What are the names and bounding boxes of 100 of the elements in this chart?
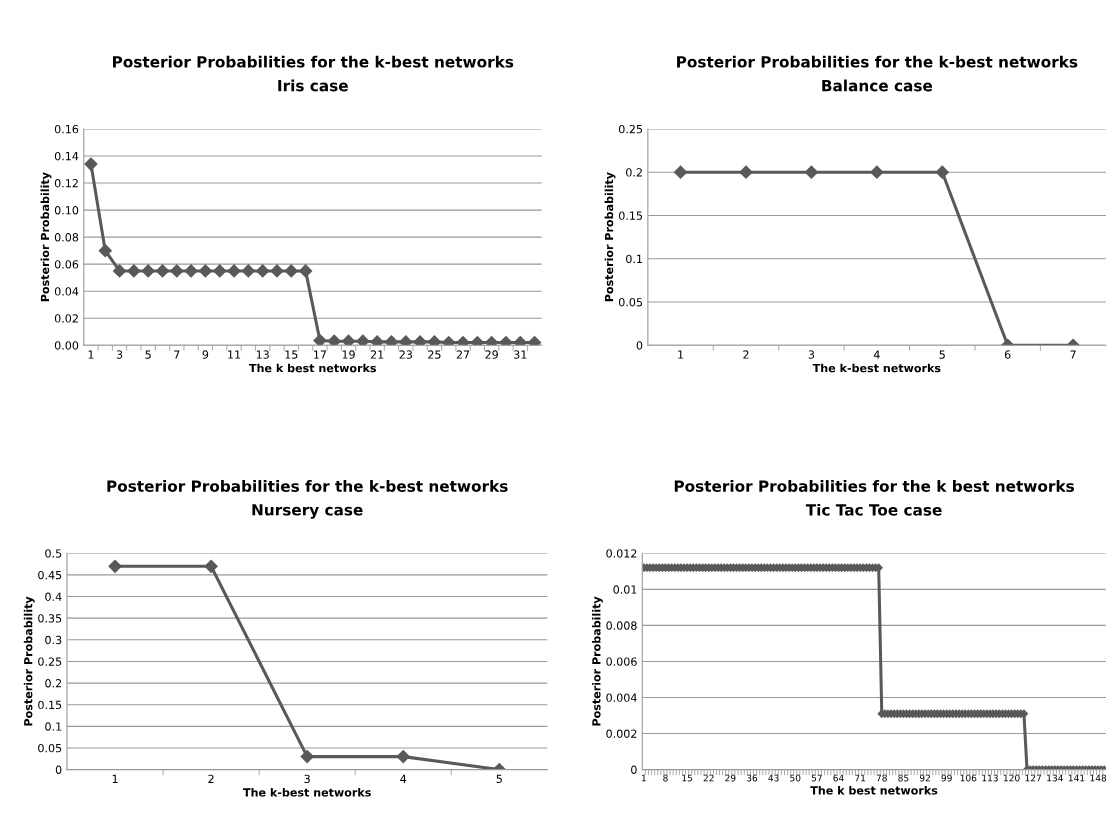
point [112,264,127,278]
y-tick-label: 0.12 [54,179,78,188]
point [499,335,513,346]
chart-subtitle: Iris case [278,79,348,92]
y-axis-title: Posterior Probability [604,172,616,302]
y-tick-label: 0.15 [618,211,643,220]
x-tick-label: 78 [876,774,887,782]
chart-subtitle: Tic Tac Toe case [805,503,942,516]
point [170,264,184,278]
x-tick-label: 1 [678,350,684,359]
x-tick-label: 6 [1004,350,1011,359]
x-tick-label: 1 [88,350,94,359]
y-tick-label: 0.006 [606,657,637,666]
point [327,334,341,346]
x-tick-label: 29 [725,774,736,782]
x-tick-label: 8 [663,774,668,782]
x-tick-label: 9 [202,350,209,359]
point [98,244,112,258]
point [399,335,413,346]
x-tick-label: 23 [399,350,412,359]
y-tick-label: 0.04 [54,287,79,296]
chart-subtitle: Balance case [822,79,933,92]
x-tick-label: 127 [1025,774,1042,782]
y-tick-label: 0.002 [606,729,637,738]
x-tick-label: 27 [456,350,470,359]
chart-title: Posterior Probabilities for the k best networks [674,480,1074,492]
chart-title: Posterior Probabilities for the k-best networks [107,480,508,492]
point [284,264,298,278]
y-tick-label: 0.15 [38,700,62,710]
x-tick-label: 2 [208,774,214,783]
y-tick-label: 0.14 [54,151,79,161]
y-tick-label: 0.35 [38,614,62,623]
x-tick-label: 15 [682,774,693,782]
x-tick-label: 5 [145,350,151,359]
x-tick-label: 1 [112,774,118,783]
y-tick-label: 0.45 [38,570,62,580]
y-tick-label: 0.05 [618,297,643,307]
x-tick-label: 50 [790,774,801,782]
chart-title: Posterior Probabilities for the k-best networks [677,55,1078,68]
x-tick-label: 19 [342,350,355,359]
point [256,264,270,278]
y-tick-label: 0.05 [38,743,62,753]
y-tick-label: 0.1 [45,722,62,731]
point [513,335,527,346]
x-tick-label: 57 [811,774,822,782]
y-tick-label: 0 [636,341,643,350]
x-tick-label: 5 [939,350,945,359]
x-tick-label: 106 [960,774,977,782]
point [356,334,370,346]
y-tick-label: 0.01 [613,585,637,594]
x-axis-title: The k-best networks [243,787,371,797]
y-tick-label: 0.5 [45,549,62,558]
x-tick-label: 15 [285,350,298,359]
point [427,335,441,346]
x-tick-label: 4 [873,350,880,359]
point [384,335,399,346]
x-tick-label: 4 [400,774,407,783]
x-axis-title: The k-best networks [812,363,941,373]
point [299,264,313,278]
point [370,335,384,346]
y-tick-label: 0.2 [45,679,62,688]
point [213,264,227,278]
point [155,264,170,278]
y-tick-label: 0.008 [606,621,637,630]
y-axis-title: Posterior Probability [40,172,52,302]
x-tick-label: 85 [898,774,909,782]
x-tick-label: 120 [1003,774,1020,782]
point [270,264,284,278]
y-tick-label: 0.2 [626,168,642,177]
x-tick-label: 2 [743,350,749,359]
x-tick-label: 148 [1090,774,1107,782]
point [184,264,198,278]
x-tick-label: 31 [514,350,527,359]
x-tick-label: 22 [703,774,714,782]
x-tick-label: 13 [256,350,269,359]
point [341,334,356,346]
x-tick-label: 36 [746,774,758,782]
y-tick-label: 0.4 [45,592,62,601]
y-tick-label: 0 [631,765,637,774]
x-tick-label: 7 [1070,350,1076,359]
y-tick-label: 0.16 [54,124,79,134]
y-axis-title: Posterior Probability [23,596,35,726]
y-tick-label: 0.1 [626,254,642,264]
point [470,335,484,346]
point [241,264,255,278]
y-tick-label: 0.06 [54,260,79,269]
point [528,335,542,346]
x-tick-label: 25 [428,350,441,359]
x-tick-label: 99 [941,774,952,782]
x-tick-label: 113 [982,774,998,782]
x-tick-label: 21 [370,350,384,359]
y-tick-label: 0.02 [54,314,78,323]
point [127,264,141,278]
x-tick-label: 1 [641,774,646,782]
x-axis-title: The k best networks [249,363,377,373]
chart-title: Posterior Probabilities for the k-best networks [113,55,514,68]
y-tick-label: 0.08 [54,233,79,242]
y-tick-label: 0.25 [38,657,62,666]
y-tick-label: 0.004 [606,693,637,702]
x-tick-label: 29 [485,350,498,359]
